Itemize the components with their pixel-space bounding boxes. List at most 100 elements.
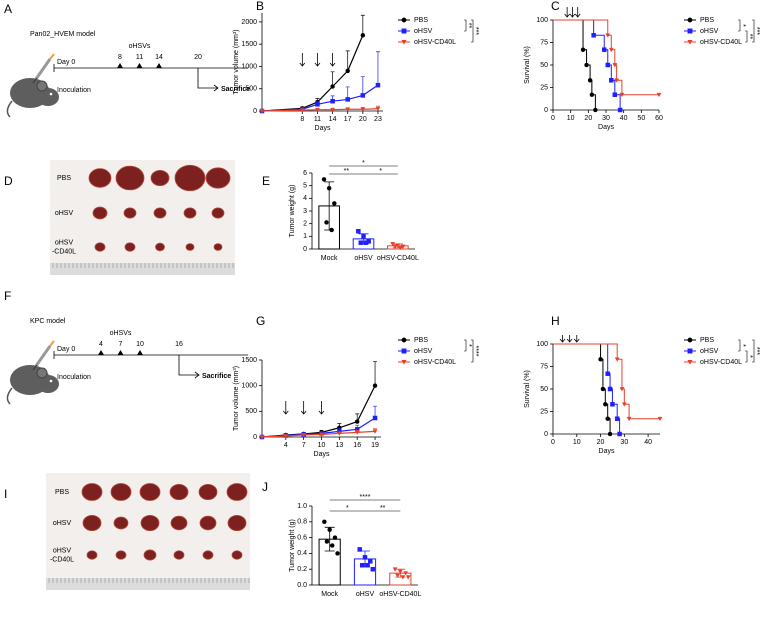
data-point [354, 419, 360, 424]
y-tick-label: 75 [540, 39, 548, 46]
significance-label: **** [360, 494, 371, 501]
data-point [332, 201, 337, 206]
tumor [199, 515, 217, 531]
mouse-eye [49, 379, 53, 383]
survival-point [584, 62, 589, 68]
data-point [324, 220, 329, 225]
data-point [324, 539, 330, 544]
survival-point [614, 357, 620, 362]
legend-marker [687, 337, 693, 343]
y-tick-label: 50 [540, 62, 548, 69]
data-point [345, 68, 350, 74]
significance-bracket [752, 339, 755, 363]
needle [32, 77, 38, 84]
row-label: oHSV [55, 210, 74, 217]
panel-label: E [262, 174, 270, 188]
treatment-arrow [573, 335, 580, 343]
y-tick-label: 0 [303, 246, 307, 253]
survival-curve [553, 19, 596, 110]
survival-point [593, 107, 598, 113]
tumor [115, 165, 145, 191]
x-tick-label: 7 [302, 442, 306, 449]
injection-day: 10 [136, 341, 144, 348]
significance-bracket [738, 19, 741, 32]
error-bar [330, 71, 335, 87]
row-label: oHSV [53, 520, 72, 527]
tumor [205, 167, 231, 189]
x-tick-label: 23 [374, 116, 382, 123]
data-point [330, 84, 335, 89]
treatment-arrow [559, 335, 566, 343]
x-tick-label: 13 [335, 442, 343, 449]
data-point [365, 563, 370, 568]
legend-label: PBS [414, 337, 428, 344]
survival-point [605, 416, 610, 421]
significance-label: * [746, 355, 753, 358]
start-label: Day 0 [57, 346, 75, 353]
y-tick-label: 5 [303, 183, 307, 190]
y-tick-label: 75 [540, 363, 548, 370]
data-point [315, 102, 320, 107]
survival-point [587, 78, 593, 83]
tumor [88, 168, 112, 188]
treatment-arrow [566, 335, 573, 343]
tumor [110, 483, 132, 501]
injection-day: 11 [136, 54, 143, 61]
x-axis-label: Days [598, 124, 614, 131]
data-point [330, 107, 336, 113]
row-label: -CD40L [52, 248, 76, 255]
significance-label: * [739, 344, 746, 347]
error-bar [360, 76, 365, 96]
data-point [329, 227, 334, 233]
x-tick-label: Mock [321, 255, 338, 262]
treatment-arrow [314, 53, 321, 67]
sacrifice-arrow [178, 355, 200, 379]
sacrifice-day: 20 [194, 54, 202, 61]
y-tick-label: 1000 [241, 383, 257, 390]
survival-point [605, 33, 611, 38]
significance-label: *** [753, 347, 760, 355]
legend-marker [401, 348, 407, 354]
y-tick-label: 100 [536, 341, 548, 348]
tumor [173, 550, 185, 560]
panel-label: B [256, 0, 264, 13]
significance-label: *** [472, 27, 479, 35]
tumor [174, 164, 206, 192]
mouse-tail [6, 100, 13, 118]
needle [32, 364, 38, 371]
survival-point [600, 386, 606, 392]
x-tick-label: 0 [551, 439, 555, 446]
x-tick-label: 10 [573, 439, 581, 446]
tumor [81, 483, 103, 501]
row-label: PBS [57, 175, 71, 182]
significance-bracket [471, 19, 474, 43]
injection-day: 7 [119, 341, 123, 348]
legend-marker [401, 337, 407, 343]
tumor [170, 515, 188, 531]
legend-label: PBS [700, 337, 714, 344]
legend-marker [687, 17, 693, 23]
treatment-arrow [299, 53, 306, 67]
x-tick-label: 0 [551, 115, 555, 122]
x-tick-label: 8 [300, 116, 304, 123]
tumor [86, 550, 98, 560]
error-bar [375, 51, 380, 86]
data-point [345, 97, 350, 102]
injection-marker [117, 350, 124, 355]
data-point [332, 535, 338, 540]
error-bar [373, 361, 378, 386]
survival-point [601, 47, 607, 52]
data-point [319, 432, 324, 437]
significance-label: ** [380, 505, 386, 512]
y-tick-label: 2 [303, 221, 307, 228]
data-point [283, 434, 289, 439]
y-tick-label: 500 [245, 86, 257, 93]
significance-label: *** [753, 27, 760, 35]
panel-label: H [551, 314, 560, 328]
tumor [150, 169, 170, 187]
y-tick-label: 1500 [241, 41, 257, 48]
data-point [392, 244, 398, 249]
tumor [113, 516, 129, 530]
x-tick-label: 20 [359, 116, 367, 123]
tumor [115, 550, 127, 560]
